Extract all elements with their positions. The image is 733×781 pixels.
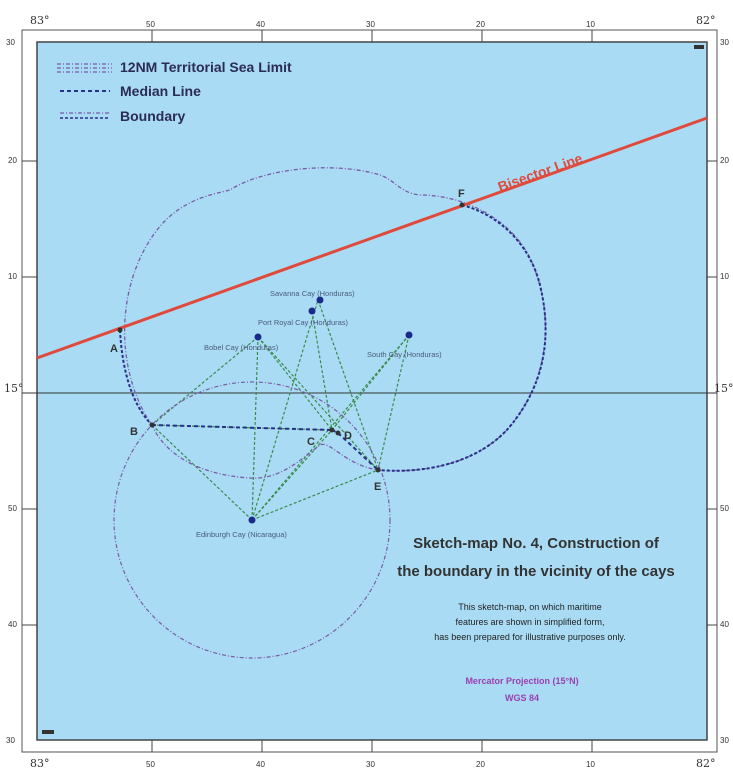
- note-line2: features are shown in simplified form,: [455, 617, 604, 627]
- top-tick-30: 30: [366, 20, 375, 29]
- bottom-tick-40: 40: [256, 760, 265, 769]
- right-tick-50: 50: [720, 504, 729, 513]
- map-title-line2: the boundary in the vicinity of the cays: [397, 563, 675, 580]
- left-tick-40: 40: [8, 620, 17, 629]
- point-e-marker: [375, 467, 381, 473]
- south-cay-label: South Cay (Honduras): [367, 350, 442, 359]
- point-b-marker: [149, 422, 155, 428]
- point-f-marker: [459, 202, 465, 208]
- map-title-line1: Sketch-map No. 4, Construction of: [413, 535, 660, 552]
- top-tick-40: 40: [256, 20, 265, 29]
- left-tick-20: 20: [8, 156, 17, 165]
- bottom-tick-30: 30: [366, 760, 375, 769]
- port-royal-cay-label: Port Royal Cay (Honduras): [258, 318, 349, 327]
- left-tick-50: 50: [8, 504, 17, 513]
- right-tick-20: 20: [720, 156, 729, 165]
- top-tick-50: 50: [146, 20, 155, 29]
- point-c-marker: [329, 427, 335, 433]
- right-tick-40: 40: [720, 620, 729, 629]
- top-left-longitude: 83°: [30, 14, 50, 27]
- boundary-segment-east: [377, 204, 547, 472]
- datum-label: WGS 84: [505, 693, 539, 703]
- turning-points: [117, 202, 465, 473]
- note-line1: This sketch-map, on which maritime: [458, 602, 602, 612]
- corner-mark-bl: [42, 730, 54, 734]
- bottom-tick-10: 10: [586, 760, 595, 769]
- point-c-label: C: [307, 436, 315, 448]
- top-tick-10: 10: [586, 20, 595, 29]
- point-b-label: B: [130, 426, 138, 438]
- left-15-label: 15°: [4, 382, 24, 395]
- projection-label: Mercator Projection (15°N): [465, 676, 578, 686]
- bottom-left-lat-label: 30: [6, 736, 15, 745]
- bottom-right-lat-label: 30: [720, 736, 729, 745]
- bottom-right-longitude: 82°: [696, 757, 716, 770]
- right-15-label: 15°: [714, 382, 733, 395]
- edinburgh-cay-marker: [248, 516, 256, 524]
- top-right-longitude: 82°: [696, 14, 716, 27]
- top-tick-20: 20: [476, 20, 485, 29]
- note-line3: has been prepared for illustrative purpo…: [434, 632, 625, 642]
- south-cay-marker: [405, 331, 413, 339]
- legend-territorial-label: 12NM Territorial Sea Limit: [120, 59, 292, 75]
- point-d-marker: [335, 430, 341, 436]
- bottom-tick-50: 50: [146, 760, 155, 769]
- port-royal-cay-marker: [308, 307, 316, 315]
- bobel-cay-label: Bobel Cay (Honduras): [204, 343, 279, 352]
- cay-markers: [248, 296, 413, 524]
- bottom-left-longitude: 83°: [30, 757, 50, 770]
- point-f-label: F: [458, 188, 465, 200]
- point-a-label: A: [110, 343, 118, 355]
- edinburgh-cay-label: Edinburgh Cay (Nicaragua): [196, 530, 287, 539]
- legend-median-label: Median Line: [120, 83, 201, 99]
- bobel-cay-marker: [254, 333, 262, 341]
- point-e-label: E: [374, 481, 381, 493]
- legend-boundary-label: Boundary: [120, 108, 186, 124]
- savanna-cay-marker: [316, 296, 324, 304]
- border-ticks: [22, 30, 717, 752]
- top-left-lat-label: 30: [6, 38, 15, 47]
- top-right-lat-label: 30: [720, 38, 729, 47]
- point-a-marker: [117, 327, 123, 333]
- corner-mark-tr: [694, 45, 704, 49]
- point-d-label: D: [344, 430, 352, 442]
- bisector-line: [36, 116, 708, 360]
- right-tick-10: 10: [720, 272, 729, 281]
- boundary-segment-west: [119, 329, 153, 426]
- left-tick-10: 10: [8, 272, 17, 281]
- savanna-cay-label: Savanna Cay (Honduras): [270, 289, 355, 298]
- edinburgh-territorial-circle: [113, 381, 391, 659]
- legend-swatches: [57, 63, 112, 119]
- bottom-tick-20: 20: [476, 760, 485, 769]
